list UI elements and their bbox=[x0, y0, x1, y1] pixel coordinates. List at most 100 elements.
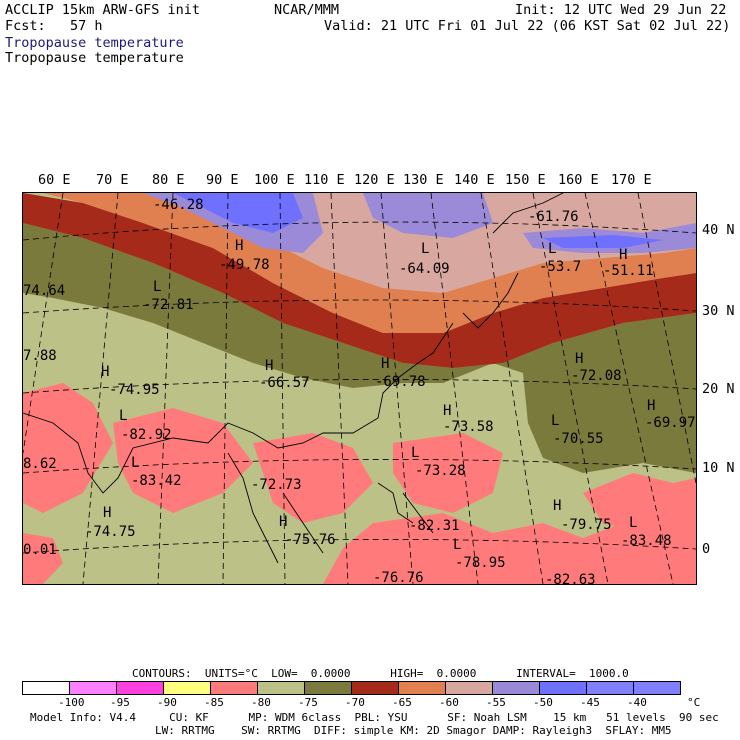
extremum-label: -73.28 bbox=[415, 463, 466, 479]
init-time: Init: 12 UTC Wed 29 Jun 22 bbox=[515, 2, 727, 18]
scale-swatch bbox=[446, 682, 493, 694]
color-scale-bar bbox=[22, 681, 681, 695]
extremum-type: L bbox=[551, 413, 559, 429]
band-m85-m80 bbox=[23, 383, 696, 584]
lon-label: 100 E bbox=[254, 172, 295, 188]
scale-swatch bbox=[23, 682, 70, 694]
tropopause-temperature-map: -46.28 -61.76 H -49.78 L -64.09 L -53.7 … bbox=[22, 192, 697, 585]
extremum-label: 8.62 bbox=[23, 456, 57, 472]
extremum-label: 0.01 bbox=[23, 542, 57, 558]
extremum-label: -75.76 bbox=[285, 532, 336, 548]
forecast-hour: Fcst: 57 h bbox=[5, 18, 103, 34]
scale-tick: -40 bbox=[627, 696, 647, 709]
extremum-label: -82.63 bbox=[545, 572, 596, 584]
scale-tick: -50 bbox=[533, 696, 553, 709]
extremum-label: -74.95 bbox=[109, 382, 160, 398]
scale-swatch bbox=[493, 682, 540, 694]
coastlines bbox=[23, 193, 564, 564]
scale-swatch bbox=[587, 682, 634, 694]
band-m50-m45 bbox=[173, 193, 663, 248]
lon-label: 70 E bbox=[96, 172, 129, 188]
extremum-type: H bbox=[575, 351, 583, 367]
lon-label: 170 E bbox=[611, 172, 652, 188]
lon-label: 130 E bbox=[403, 172, 444, 188]
extremum-label: -66.57 bbox=[259, 375, 310, 391]
lat-label: 20 N bbox=[702, 381, 735, 397]
lat-label: 30 N bbox=[702, 303, 735, 319]
extremum-type: L bbox=[453, 537, 461, 553]
scale-tick: -90 bbox=[157, 696, 177, 709]
lat-label: 0 bbox=[702, 541, 711, 557]
extremum-label: -83.48 bbox=[621, 533, 672, 549]
scale-tick: -100 bbox=[58, 696, 85, 709]
scale-swatch bbox=[305, 682, 352, 694]
lon-label: 90 E bbox=[206, 172, 239, 188]
extremum-label: -49.78 bbox=[219, 257, 270, 273]
lat-label: 40 N bbox=[702, 222, 735, 238]
extremum-type: H bbox=[101, 364, 109, 380]
extremum-label: -78.95 bbox=[455, 555, 506, 571]
scale-tick: -55 bbox=[486, 696, 506, 709]
lon-label: 150 E bbox=[505, 172, 546, 188]
extremum-label: -82.31 bbox=[409, 518, 460, 534]
scale-swatch bbox=[352, 682, 399, 694]
scale-swatch bbox=[540, 682, 587, 694]
scale-tick: -95 bbox=[110, 696, 130, 709]
extremum-label: 74.64 bbox=[23, 283, 65, 299]
scale-swatch bbox=[258, 682, 305, 694]
extremum-type: H bbox=[553, 498, 561, 514]
band-m70-m65 bbox=[23, 193, 696, 368]
extremum-type: H bbox=[235, 238, 243, 254]
scale-swatch bbox=[399, 682, 446, 694]
extremum-type: L bbox=[131, 455, 139, 471]
extremum-label: -82.92 bbox=[121, 427, 172, 443]
lon-label: 140 E bbox=[454, 172, 495, 188]
extremum-type: H bbox=[381, 356, 389, 372]
extremum-type: H bbox=[647, 398, 655, 414]
extremum-label: -72.08 bbox=[571, 368, 622, 384]
valid-time: Valid: 21 UTC Fri 01 Jul 22 (06 KST Sat … bbox=[324, 18, 731, 34]
extremum-label: -64.09 bbox=[399, 261, 450, 277]
extremum-label: -73.58 bbox=[443, 419, 494, 435]
extremum-label: -79.75 bbox=[561, 517, 612, 533]
scale-swatch bbox=[164, 682, 211, 694]
extremum-type: L bbox=[119, 408, 127, 424]
lon-label: 60 E bbox=[38, 172, 71, 188]
scale-swatch bbox=[634, 682, 680, 694]
model-info-line-2: LW: RRTMG SW: RRTMG DIFF: simple KM: 2D … bbox=[155, 724, 672, 737]
extremum-type: L bbox=[548, 241, 556, 257]
scale-swatch bbox=[70, 682, 117, 694]
field-title-secondary: Tropopause temperature bbox=[5, 50, 184, 66]
scale-tick: -85 bbox=[204, 696, 224, 709]
extremum-label: -70.55 bbox=[553, 431, 604, 447]
scale-tick: -80 bbox=[251, 696, 271, 709]
band-m65-m60 bbox=[43, 193, 696, 333]
lon-label: 80 E bbox=[152, 172, 185, 188]
contours-info: CONTOURS: UNITS=°C LOW= 0.0000 HIGH= 0.0… bbox=[132, 667, 629, 680]
field-title-primary: Tropopause temperature bbox=[5, 35, 184, 51]
extremum-label: -61.76 bbox=[528, 209, 579, 225]
extremum-label: -53.7 bbox=[539, 259, 581, 275]
extremum-label: -46.28 bbox=[153, 197, 204, 213]
graticule bbox=[23, 193, 696, 584]
scale-unit: °C bbox=[687, 696, 701, 709]
model-info-line-1: Model Info: V4.4 CU: KF MP: WDM 6class P… bbox=[30, 711, 719, 724]
extremum-type: H bbox=[103, 505, 111, 521]
lat-label: 10 N bbox=[702, 460, 735, 476]
extremum-type: H bbox=[265, 358, 273, 374]
scale-tick: -75 bbox=[298, 696, 318, 709]
extremum-label: -76.76 bbox=[373, 570, 424, 584]
extremum-label: -72.81 bbox=[143, 297, 194, 313]
extremum-label: 7.88 bbox=[23, 348, 57, 364]
extremum-label: -69.78 bbox=[375, 374, 426, 390]
extremum-type: L bbox=[411, 445, 419, 461]
extremum-label: -83.42 bbox=[131, 473, 182, 489]
extrema-labels: -46.28 -61.76 H -49.78 L -64.09 L -53.7 … bbox=[23, 197, 696, 584]
extremum-label: -51.11 bbox=[603, 263, 654, 279]
extremum-label: -69.97 bbox=[645, 415, 696, 431]
scale-swatch bbox=[117, 682, 164, 694]
lon-label: 110 E bbox=[304, 172, 345, 188]
model-title: ACCLIP 15km ARW-GFS init bbox=[5, 2, 201, 18]
scale-tick: -70 bbox=[345, 696, 365, 709]
extremum-label: -72.73 bbox=[251, 477, 302, 493]
